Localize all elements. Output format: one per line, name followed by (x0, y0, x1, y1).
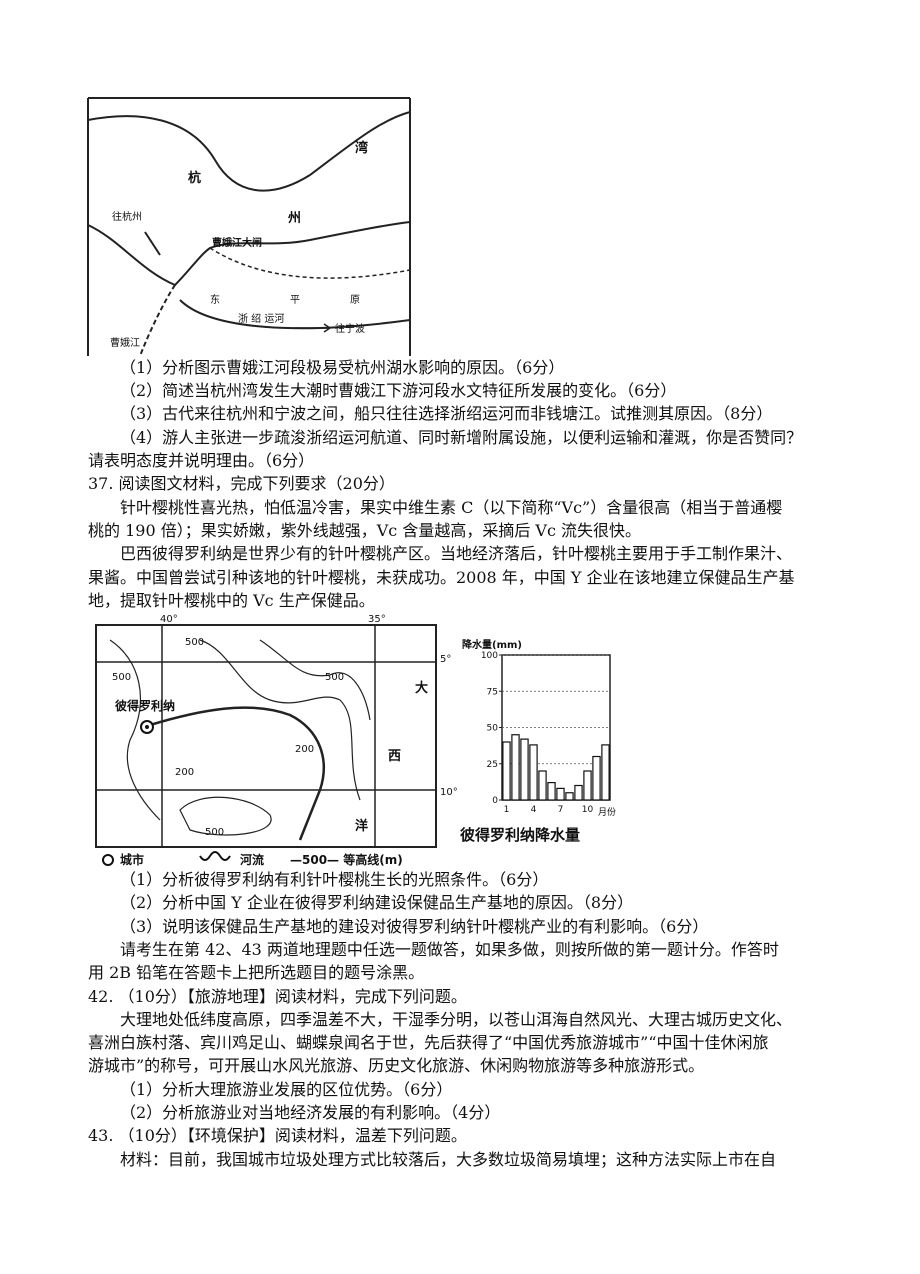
y-tick-label: 50 (487, 724, 499, 734)
bar (529, 744, 538, 801)
coord-label: 40° (160, 614, 178, 625)
x-tick-label: 4 (531, 805, 537, 815)
material: 游城市”的称号，可开展山水风光旅游、历史文化旅游、休闲购物旅游等多种旅游形式。 (88, 1056, 705, 1075)
contour-label: 200 (295, 744, 314, 755)
x-tick-label: 7 (558, 805, 564, 815)
map-label: 曹娥江 (110, 336, 140, 349)
question: （1）分析图示曹娥江河段极易受杭州湖水影响的原因。（6分） (120, 358, 565, 377)
notice: 用 2B 铅笔在答题卡上把所选题目的题号涂黑。 (88, 963, 425, 982)
material: 巴西彼得罗利纳是世界少有的针叶樱桃产区。当地经济落后，针叶樱桃主要用于手工制作果… (120, 544, 793, 563)
bar (511, 734, 520, 801)
question: （4）游人主张进一步疏浚浙绍运河航道、同时新增附属设施，以便利运输和灌溉，你是否… (120, 428, 803, 447)
bar (574, 784, 583, 801)
legend-label: —500— 等高线(m) (290, 852, 403, 867)
y-tick-label: 100 (481, 651, 498, 661)
bar (583, 770, 592, 801)
legend-symbol (102, 854, 114, 866)
question: （2）简述当杭州湾发生大潮时曹娥江下游河段水文特征所发展的变化。（6分） (120, 381, 677, 400)
chart-title: 彼得罗利纳降水量 (460, 826, 580, 844)
question: （1）分析大理旅游业发展的区位优势。（6分） (120, 1080, 453, 1099)
map-label: 东 (210, 293, 220, 306)
legend-symbol (199, 851, 231, 861)
bar (565, 792, 574, 801)
ocean-label: 洋 (355, 818, 368, 834)
legend-label: 河流 (239, 852, 264, 867)
map-hangzhou (87, 97, 411, 357)
x-tick-label: 10 (582, 805, 594, 815)
city-label: 彼得罗利纳 (115, 698, 175, 713)
material: 桃的 190 倍）；果实娇嫩，紫外线越强，Vc 含量越高，采摘后 Vc 流失很快… (88, 521, 642, 540)
bar (502, 741, 511, 801)
material: 地，提取针叶樱桃中的 Vc 生产保健品。 (88, 591, 375, 610)
y-tick-label: 25 (487, 760, 498, 770)
heading: 42. （10分）【旅游地理】阅读材料，完成下列问题。 (88, 987, 467, 1006)
question: （1）分析彼得罗利纳有利针叶樱桃生长的光照条件。（6分） (120, 870, 549, 889)
question: （3）古代来往杭州和宁波之间，船只往往选择浙绍运河而非钱塘江。试推测其原因。（8… (120, 404, 773, 423)
map-label: 原 (350, 294, 360, 306)
heading: 43. （10分）【环境保护】阅读材料，温差下列问题。 (88, 1126, 467, 1145)
y-axis-title: 降水量(mm) (462, 638, 522, 651)
contour-label: 500 (325, 672, 344, 683)
bar (520, 738, 529, 801)
material: 喜洲白族村落、宾川鸡足山、蝴蝶泉闻名于世，先后获得了“中国优秀旅游城市”“中国十… (88, 1033, 769, 1052)
coord-label: 5° (440, 654, 451, 665)
x-tick-label: 1 (504, 805, 510, 815)
contour-label: 200 (175, 767, 194, 778)
precip-chart: 降水量(mm) 彼得罗利纳降水量 月份 0 25 50 75 100 1 4 7 10 (460, 638, 616, 844)
ocean-label: 大 (415, 680, 428, 696)
question: 请表明态度并说明理由。（6分） (88, 451, 315, 470)
bar (592, 755, 601, 801)
material: 材料：目前，我国城市垃圾处理方式比较落后，大多数垃圾简易填埋；这种方法实际上市在… (120, 1150, 777, 1169)
question: （2）分析旅游业对当地经济发展的有利影响。（4分） (120, 1103, 501, 1122)
map-label: 浙 绍 运河 (238, 312, 284, 325)
map-label: 湾 (355, 140, 368, 156)
x-axis-title: 月份 (598, 806, 616, 818)
coord-label: 35° (368, 614, 386, 625)
notice: 请考生在第 42、43 两道地理题中任选一题做答，如果多做，则按所做的第一题计分… (120, 940, 779, 959)
bar (556, 787, 565, 801)
contour-label: 500 (205, 827, 224, 838)
material: 果酱。中国曾尝试引种该地的针叶樱桃，未获成功。2008 年，中国 Y 企业在该地… (88, 568, 795, 587)
city-symbol (145, 725, 149, 729)
question: （2）分析中国 Y 企业在彼得罗利纳建设保健品生产基地的原因。（8分） (120, 893, 634, 912)
material: 针叶樱桃性喜光热，怕低温冷害，果实中维生素 C（以下简称“Vc”）含量很高（相当… (120, 498, 783, 517)
coord-label: 10° (440, 787, 458, 798)
map-label: 往宁波 (335, 322, 365, 335)
bar (547, 781, 556, 801)
y-tick-label: 75 (487, 687, 498, 697)
contour-label: 500 (112, 672, 131, 683)
map-label: 曹娥江大闸 (212, 236, 262, 249)
ocean-label: 西 (388, 749, 401, 764)
contour-label: 500 (185, 637, 204, 648)
material: 大理地处低纬度高原，四季温差不大，干湿季分明，以苍山洱海自然风光、大理古城历史文… (120, 1010, 793, 1029)
legend-label: 城市 (120, 852, 144, 867)
map-label: 往杭州 (112, 210, 142, 223)
map-petrolina (95, 624, 437, 848)
heading: 37. 阅读图文材料，完成下列要求（20分） (88, 474, 395, 493)
map-label: 州 (287, 211, 301, 226)
map-label: 平 (290, 295, 300, 306)
bar (601, 744, 610, 801)
map-label: 杭 (188, 170, 201, 186)
y-tick-label: 0 (492, 796, 498, 806)
question: （3）说明该保健品生产基地的建设对彼得罗利纳针叶樱桃产业的有利影响。（6分） (120, 917, 709, 936)
bar (538, 770, 547, 801)
